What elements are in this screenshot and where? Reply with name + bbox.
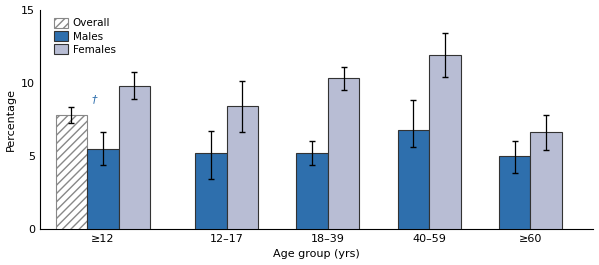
Bar	[398, 130, 429, 229]
Bar	[195, 153, 226, 229]
Y-axis label: Percentage: Percentage	[5, 88, 16, 151]
Bar	[56, 115, 87, 229]
Bar	[499, 156, 531, 229]
Bar	[531, 132, 562, 229]
X-axis label: Age group (yrs): Age group (yrs)	[273, 249, 360, 259]
Legend: Overall, Males, Females: Overall, Males, Females	[51, 15, 119, 58]
Text: †: †	[92, 95, 98, 105]
Bar	[429, 55, 461, 229]
Bar	[328, 78, 359, 229]
Bar	[119, 86, 150, 229]
Bar	[297, 153, 328, 229]
Bar	[226, 106, 258, 229]
Bar	[87, 149, 119, 229]
